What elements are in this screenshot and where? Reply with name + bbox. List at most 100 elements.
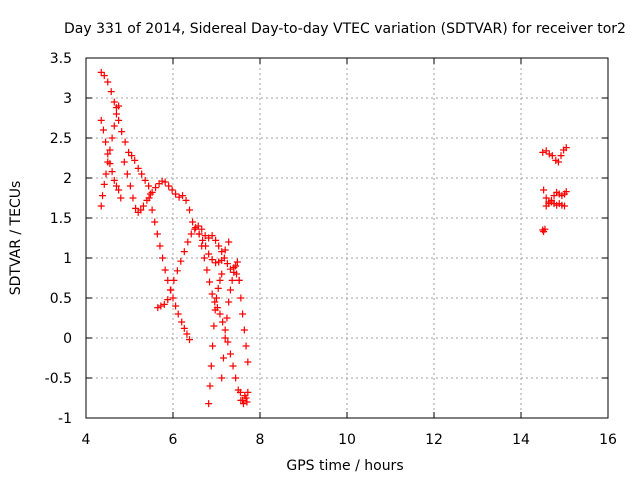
data-point <box>104 150 112 158</box>
y-axis-label: SDTVAR / TECUs <box>8 181 24 296</box>
data-point <box>229 362 237 370</box>
data-point <box>110 122 118 130</box>
data-point <box>239 396 247 404</box>
data-point <box>218 270 226 278</box>
data-point <box>539 148 547 156</box>
data-point <box>208 232 216 240</box>
x-tick-label: 6 <box>169 432 178 448</box>
data-point <box>239 310 247 318</box>
data-point <box>205 400 213 408</box>
data-point <box>221 246 229 254</box>
data-point <box>554 158 562 166</box>
data-point <box>206 278 214 286</box>
data-point <box>100 72 108 80</box>
data-point <box>207 362 215 370</box>
data-point <box>172 302 180 310</box>
data-point <box>138 170 146 178</box>
data-point <box>186 206 194 214</box>
data-point <box>221 326 229 334</box>
data-point <box>211 298 219 306</box>
data-point <box>132 204 140 212</box>
data-point <box>194 222 202 230</box>
data-point <box>177 257 185 265</box>
data-points <box>97 68 570 408</box>
data-point <box>235 276 243 284</box>
data-point <box>100 180 108 188</box>
data-point <box>112 110 120 118</box>
data-point <box>156 242 164 250</box>
data-point <box>131 156 139 164</box>
data-point <box>137 206 145 214</box>
data-point <box>146 190 154 198</box>
data-point <box>540 186 548 194</box>
data-point <box>242 342 250 350</box>
data-point <box>115 102 123 110</box>
data-point <box>243 398 251 406</box>
data-point <box>230 268 238 276</box>
data-point <box>157 302 165 310</box>
data-point <box>216 276 224 284</box>
data-point <box>213 294 220 302</box>
data-point <box>562 188 570 196</box>
data-point <box>219 318 227 326</box>
x-axis-label: GPS time / hours <box>286 458 403 474</box>
x-tick-label: 12 <box>425 432 443 448</box>
data-point <box>165 182 173 190</box>
data-point <box>145 182 153 190</box>
data-point <box>241 392 249 400</box>
data-point <box>191 225 199 233</box>
data-point <box>205 250 213 258</box>
data-point <box>226 286 234 294</box>
data-point <box>148 206 156 214</box>
data-point <box>232 262 240 270</box>
data-point <box>220 254 228 262</box>
y-tick-label: -0.5 <box>45 371 72 387</box>
data-point <box>184 238 192 246</box>
data-point <box>104 158 112 166</box>
data-point <box>117 194 125 202</box>
data-point <box>203 266 211 274</box>
y-tick-label: 1 <box>63 251 72 267</box>
data-point <box>160 300 168 308</box>
data-point <box>189 218 197 226</box>
data-point <box>208 290 216 298</box>
data-point <box>214 284 222 292</box>
data-point <box>240 326 248 334</box>
data-point <box>548 152 556 160</box>
data-point <box>224 338 232 346</box>
data-point <box>212 259 220 267</box>
data-point <box>215 242 223 250</box>
data-point <box>152 184 160 192</box>
x-tick-label: 16 <box>599 432 617 448</box>
data-point <box>128 152 136 160</box>
data-point <box>223 260 231 268</box>
data-point <box>107 88 115 96</box>
data-point <box>221 334 229 342</box>
data-point <box>99 126 107 134</box>
data-point <box>102 170 110 178</box>
data-point <box>123 170 131 178</box>
data-point <box>97 68 105 76</box>
data-point <box>186 336 194 344</box>
data-point <box>216 310 224 318</box>
data-point <box>180 248 188 256</box>
data-point <box>110 176 118 184</box>
y-tick-label: 0.5 <box>50 291 72 307</box>
data-point <box>226 265 234 273</box>
y-tick-label: 3.5 <box>50 51 72 67</box>
axis-ticks: 4 6 8 10 12 14 16 -1 -0.5 0 0.5 1 1.5 2 2.5 3 3.5 <box>45 51 617 448</box>
data-point <box>121 138 129 146</box>
data-point <box>215 258 223 266</box>
data-point <box>561 202 568 210</box>
gridlines <box>86 58 608 418</box>
data-point <box>212 236 220 244</box>
data-point <box>125 148 133 156</box>
data-point <box>106 146 114 154</box>
data-point <box>134 164 142 172</box>
data-point <box>159 254 167 262</box>
data-point <box>99 192 107 200</box>
data-point <box>211 306 219 314</box>
data-point <box>108 168 116 176</box>
x-tick-label: 14 <box>512 432 530 448</box>
